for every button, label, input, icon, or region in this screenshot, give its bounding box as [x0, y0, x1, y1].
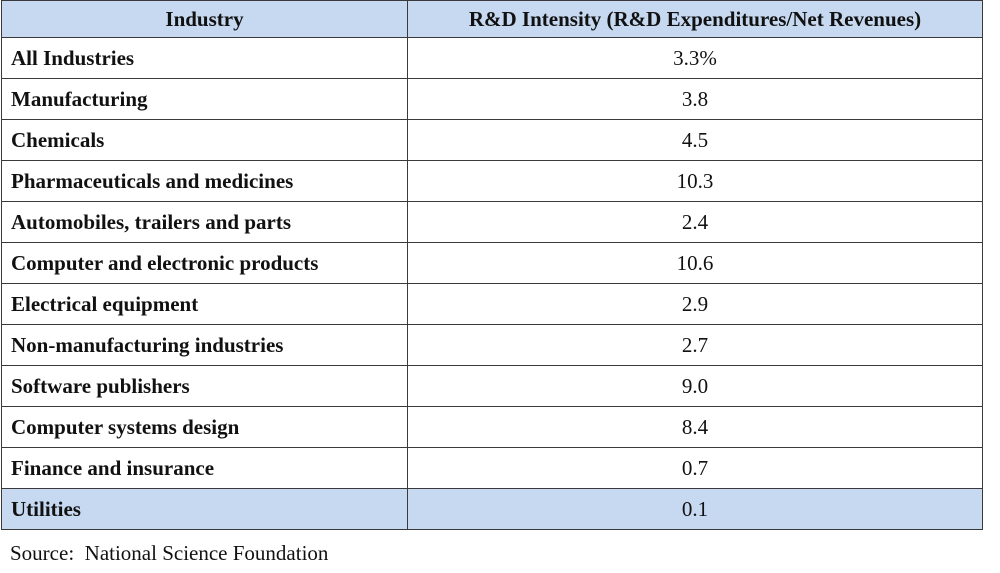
industry-cell: All Industries [1, 37, 408, 79]
industry-cell: Computer and electronic products [1, 242, 408, 284]
industry-cell: Computer systems design [1, 406, 408, 448]
table-body: All Industries 3.3% Manufacturing 3.8 Ch… [1, 37, 983, 530]
rd-intensity-cell: 3.3% [407, 37, 983, 79]
rd-intensity-cell: 2.7 [407, 324, 983, 366]
rd-intensity-cell: 4.5 [407, 119, 983, 161]
industry-cell: Software publishers [1, 365, 408, 407]
industry-cell: Chemicals [1, 119, 408, 161]
rd-intensity-cell: 10.6 [407, 242, 983, 284]
rd-intensity-cell: 0.1 [407, 488, 983, 530]
table-row: Non-manufacturing industries 2.7 [1, 324, 983, 366]
table-row: Manufacturing 3.8 [1, 78, 983, 120]
table-row: Automobiles, trailers and parts 2.4 [1, 201, 983, 243]
column-header-rd-intensity: R&D Intensity (R&D Expenditures/Net Reve… [407, 0, 983, 38]
industry-cell: Manufacturing [1, 78, 408, 120]
table-row-highlighted: Utilities 0.1 [1, 488, 983, 530]
table-row: Pharmaceuticals and medicines 10.3 [1, 160, 983, 202]
rd-intensity-cell: 2.4 [407, 201, 983, 243]
rd-intensity-table-container: Industry R&D Intensity (R&D Expenditures… [1, 0, 983, 530]
table-row: Chemicals 4.5 [1, 119, 983, 161]
industry-cell: Utilities [1, 488, 408, 530]
column-header-industry: Industry [1, 0, 408, 38]
table-row: Software publishers 9.0 [1, 365, 983, 407]
rd-intensity-cell: 9.0 [407, 365, 983, 407]
rd-intensity-table: Industry R&D Intensity (R&D Expenditures… [1, 0, 983, 530]
rd-intensity-cell: 3.8 [407, 78, 983, 120]
table-row: Computer and electronic products 10.6 [1, 242, 983, 284]
table-row: All Industries 3.3% [1, 37, 983, 79]
industry-cell: Finance and insurance [1, 447, 408, 489]
industry-cell: Non-manufacturing industries [1, 324, 408, 366]
table-row: Computer systems design 8.4 [1, 406, 983, 448]
header-row: Industry R&D Intensity (R&D Expenditures… [1, 0, 983, 38]
rd-intensity-cell: 0.7 [407, 447, 983, 489]
source-note: Source: National Science Foundation [10, 541, 329, 565]
table-header: Industry R&D Intensity (R&D Expenditures… [1, 0, 983, 38]
rd-intensity-cell: 10.3 [407, 160, 983, 202]
industry-cell: Electrical equipment [1, 283, 408, 325]
table-row: Finance and insurance 0.7 [1, 447, 983, 489]
industry-cell: Automobiles, trailers and parts [1, 201, 408, 243]
table-row: Electrical equipment 2.9 [1, 283, 983, 325]
rd-intensity-cell: 2.9 [407, 283, 983, 325]
rd-intensity-cell: 8.4 [407, 406, 983, 448]
industry-cell: Pharmaceuticals and medicines [1, 160, 408, 202]
